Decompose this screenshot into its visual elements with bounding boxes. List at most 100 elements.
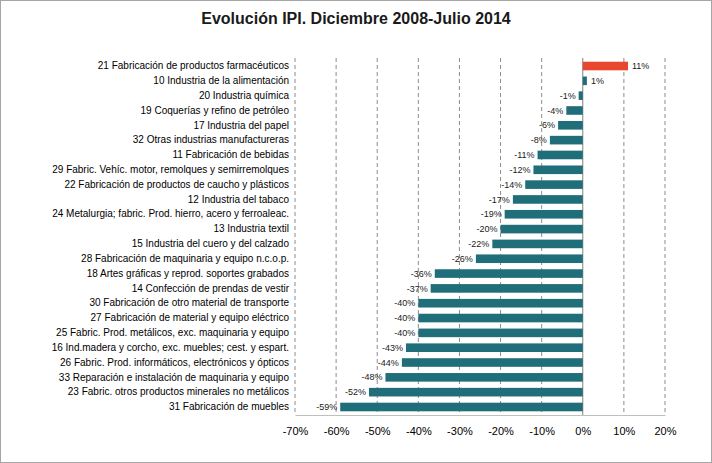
y-tick: 28 Fabricación de maquinaria y equipo n.…: [81, 253, 295, 264]
category-label: 32 Otras industrias manufactureras: [133, 134, 289, 145]
grid-line: [623, 58, 624, 415]
x-tick-label: -70%: [283, 425, 309, 437]
data-label: -36%: [411, 269, 432, 279]
x-tick-label: -60%: [324, 425, 350, 437]
y-tick: 25 Fabric. Prod. metálicos, exc. maquina…: [56, 327, 295, 338]
bar: [558, 121, 583, 130]
x-tick-label: 20%: [654, 425, 676, 437]
bar: [418, 314, 582, 323]
y-tick: 20 Industria química: [199, 90, 295, 101]
y-tick: 19 Coquerías y refino de petróleo: [141, 105, 295, 116]
x-tick: 10%: [613, 415, 635, 437]
x-tick: -50%: [365, 415, 391, 437]
category-label: 20 Industria química: [199, 90, 289, 101]
bar: [550, 136, 583, 145]
x-tick: -60%: [324, 415, 350, 437]
data-label: -19%: [481, 209, 502, 219]
data-label: -11%: [514, 150, 534, 160]
data-label: -40%: [394, 328, 415, 338]
x-tick: -20%: [488, 415, 514, 437]
y-tick: 27 Fabricación de material y equipo eléc…: [91, 312, 295, 323]
data-label: -44%: [378, 358, 399, 368]
bar: [492, 240, 582, 249]
data-label: -52%: [345, 387, 366, 397]
category-label: 26 Fabric. Prod. informáticos, electróni…: [60, 357, 289, 368]
data-label: -8%: [531, 135, 547, 145]
plot: -70% -60% -50% -40% -30% -20% -10% 0% 10% 20% 21 F…: [52, 58, 677, 437]
bar: [533, 165, 582, 174]
category-label: 22 Fabricación de productos de caucho y …: [64, 179, 289, 190]
x-axis-line: [296, 415, 666, 416]
category-label: 19 Coquerías y refino de petróleo: [141, 105, 290, 116]
data-label: -40%: [394, 298, 415, 308]
data-label: -1%: [560, 91, 576, 101]
y-tick: 33 Reparación e instalación de maquinari…: [59, 372, 295, 383]
bar: [505, 210, 583, 219]
y-tick: 11 Fabricación de bebidas: [172, 149, 295, 160]
bar: [566, 106, 582, 115]
bar: [476, 254, 583, 263]
bar: [340, 403, 583, 412]
y-tick: 26 Fabric. Prod. informáticos, electróni…: [60, 357, 295, 368]
y-tick: 22 Fabricación de productos de caucho y …: [64, 179, 295, 190]
data-label: -37%: [407, 284, 428, 294]
category-label: 18 Artes gráficas y reprod. soportes gra…: [87, 268, 289, 279]
x-tick: -10%: [529, 415, 555, 437]
category-label: 17 Industria del papel: [193, 120, 289, 131]
category-label: 27 Fabricación de material y equipo eléc…: [91, 312, 290, 323]
y-tick: 23 Fabric. otros productos minerales no …: [68, 386, 295, 397]
bar: [435, 269, 583, 278]
data-label: -48%: [361, 372, 382, 382]
y-tick: 17 Industria del papel: [193, 120, 295, 131]
bar: [418, 329, 582, 338]
x-tick-label: 0%: [575, 425, 591, 437]
y-tick: 14 Confección de prendas de vestir: [132, 283, 295, 294]
category-label: 13 Industria textil: [213, 223, 289, 234]
bar: [402, 358, 583, 367]
data-label: 11%: [632, 61, 649, 71]
bar: [406, 343, 583, 352]
bar: [583, 62, 628, 71]
y-tick: 32 Otras industrias manufactureras: [133, 134, 295, 145]
x-tick: 20%: [654, 415, 676, 437]
x-tick-label: -40%: [406, 425, 432, 437]
data-labels: 11%1%-1%-4%-6%-8%-11%-12%-14%-17%-19%-20…: [316, 61, 649, 412]
data-label: 1%: [591, 76, 604, 86]
data-label: -59%: [316, 402, 337, 412]
bar: [538, 151, 583, 160]
x-tick: -30%: [447, 415, 473, 437]
category-label: 14 Confección de prendas de vestir: [132, 283, 290, 294]
y-tick: 31 Fabricación de muebles: [169, 401, 295, 412]
data-label: -22%: [468, 239, 489, 249]
x-tick: 0%: [575, 415, 591, 437]
category-label: 23 Fabric. otros productos minerales no …: [68, 386, 289, 397]
category-label: 12 Industria del tabaco: [188, 194, 290, 205]
chart: Evolución IPI. Diciembre 2008-Julio 2014…: [0, 0, 712, 463]
grid: [295, 58, 665, 415]
y-tick: 10 Industria de la alimentación: [153, 75, 295, 86]
data-label: -6%: [539, 120, 555, 130]
y-tick: 12 Industria del tabaco: [188, 194, 295, 205]
category-label: 21 Fabricación de productos farmacéutico…: [98, 60, 289, 71]
x-axis: -70% -60% -50% -40% -30% -20% -10% 0% 10% 20%: [283, 415, 677, 437]
x-tick-label: -30%: [447, 425, 473, 437]
x-tick-label: 10%: [613, 425, 635, 437]
y-axis: 21 Fabricación de productos farmacéutico…: [52, 59, 296, 416]
data-label: -43%: [382, 343, 403, 353]
bar: [501, 225, 583, 234]
data-label: -20%: [477, 224, 498, 234]
bar: [418, 299, 582, 308]
category-label: 31 Fabricación de muebles: [169, 401, 289, 412]
data-label: -26%: [452, 254, 473, 264]
y-tick: 16 Ind.madera y corcho, exc. muebles; ce…: [52, 342, 295, 353]
bar: [525, 180, 583, 189]
title: Evolución IPI. Diciembre 2008-Julio 2014: [201, 10, 511, 27]
category-label: 24 Metalurgia; fabric. Prod. hierro, ace…: [52, 208, 289, 219]
grid-line: [295, 58, 296, 415]
category-label: 29 Fabric. Vehíc. motor, remolques y sem…: [52, 164, 289, 175]
category-label: 33 Reparación e instalación de maquinari…: [59, 372, 290, 383]
x-tick-label: -50%: [365, 425, 391, 437]
x-tick: -40%: [406, 415, 432, 437]
x-tick-label: -10%: [529, 425, 555, 437]
category-label: 16 Ind.madera y corcho, exc. muebles; ce…: [52, 342, 289, 353]
